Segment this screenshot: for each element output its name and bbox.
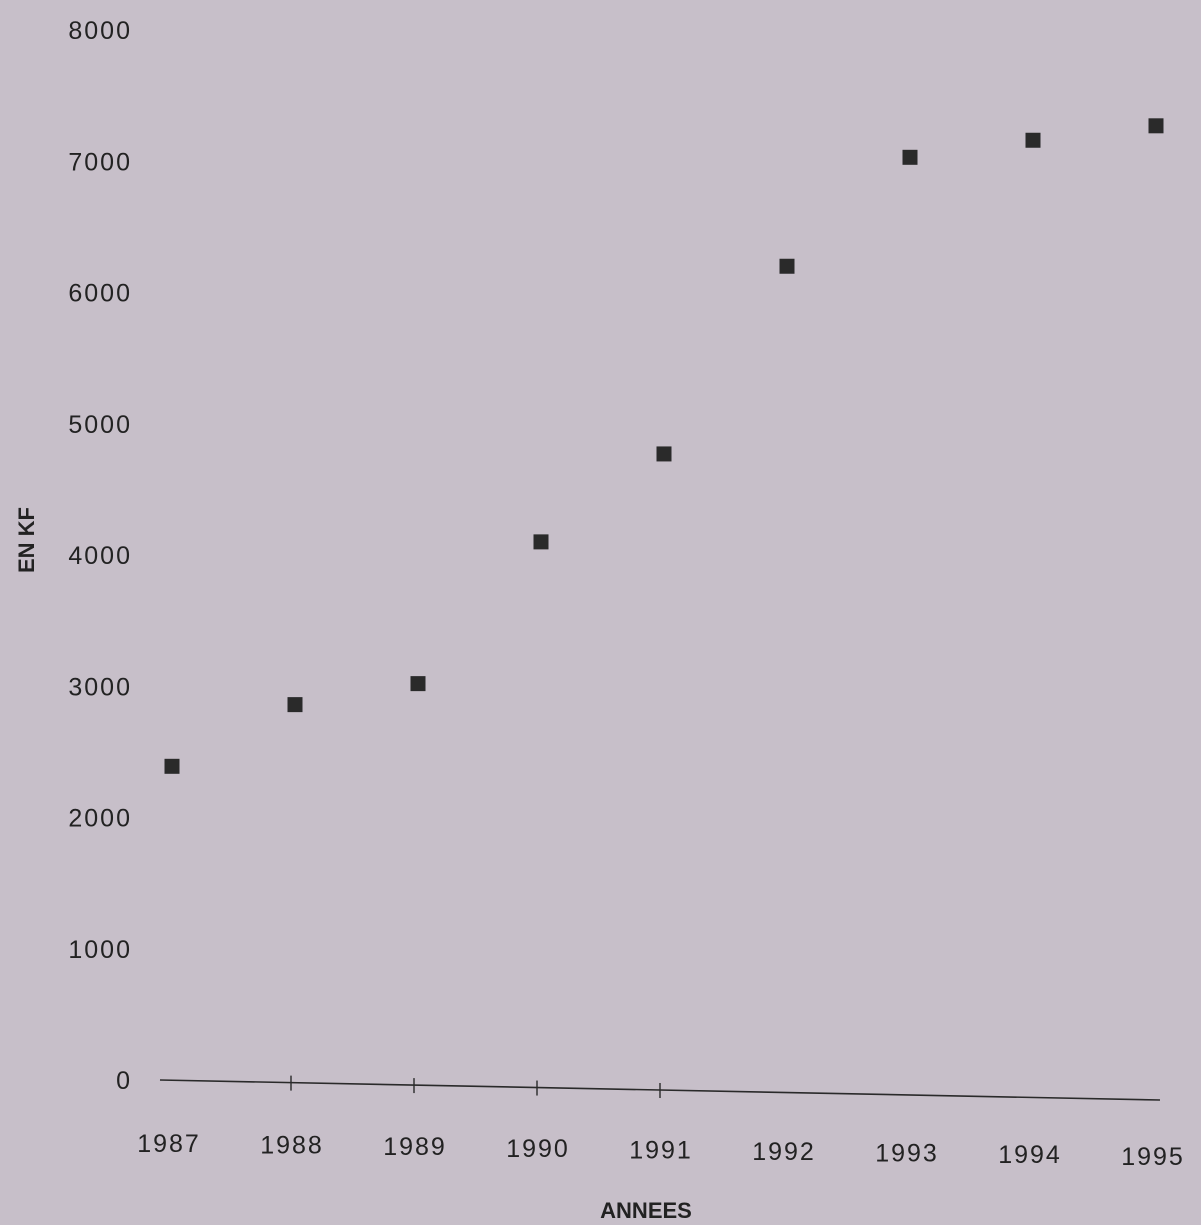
data-point [779,258,795,274]
data-point [1025,132,1041,148]
data-point [164,758,180,774]
x-tick-label: 1989 [383,1133,447,1161]
x-tick-label: 1988 [260,1132,324,1160]
x-tick-label: 1995 [1121,1143,1185,1171]
y-tick-label: 2000 [68,805,132,833]
data-point [656,446,672,462]
y-axis-title: EN KF [14,507,39,573]
y-tick-label: 0 [116,1067,132,1095]
x-tick-label: 1991 [629,1136,693,1164]
x-axis [159,1075,1161,1101]
x-axis-title: ANNEES [600,1198,692,1223]
y-tick-label: 4000 [68,542,132,570]
y-tick-label: 6000 [68,280,132,308]
x-tick-label: 1987 [137,1130,201,1158]
y-axis-tick-labels: 0 1000 2000 3000 4000 5000 6000 7000 8000 [68,17,132,1095]
data-point [902,149,918,165]
y-tick-label: 5000 [68,411,132,439]
y-tick-label: 3000 [68,673,132,701]
x-axis-tick-labels: 1987 1988 1989 1990 1991 1992 1993 1994 1995 [137,1130,1185,1171]
x-tick-label: 1993 [875,1140,939,1168]
y-tick-label: 8000 [68,17,132,45]
x-tick-label: 1990 [506,1135,570,1163]
data-point [533,534,549,550]
data-points [164,118,1164,774]
y-tick-label: 1000 [68,936,132,964]
x-tick-label: 1994 [998,1141,1062,1169]
data-point [287,697,303,713]
data-point [1148,118,1164,134]
x-tick-label: 1992 [752,1138,816,1166]
y-tick-label: 7000 [68,148,132,176]
data-point [410,676,426,692]
